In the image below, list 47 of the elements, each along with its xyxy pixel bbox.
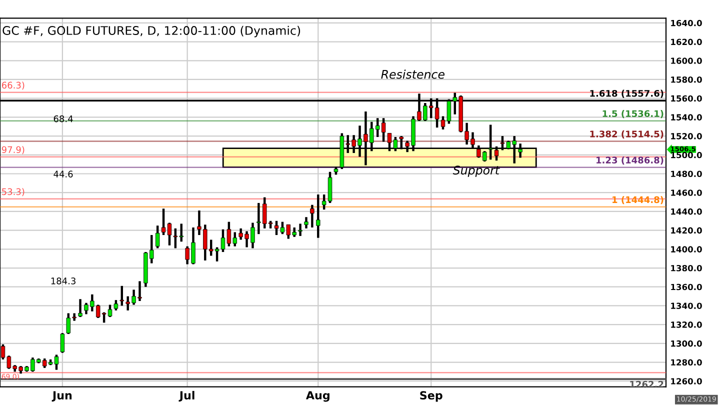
x-tick-label: Jun	[52, 391, 72, 402]
annotation: 97.9)	[2, 146, 24, 154]
ref-line-label: 1 (1444.8)	[612, 196, 664, 204]
y-tick-label: 1500.0	[671, 152, 702, 158]
y-tick-label: 1480.0	[671, 170, 702, 178]
y-tick-label: 1340.0	[671, 302, 702, 309]
ref-line-label: 1.5 (1536.1)	[602, 110, 664, 118]
y-tick-label: 1460.0	[671, 190, 702, 196]
x-tick-label: Sep	[420, 391, 442, 402]
candlestick	[304, 216, 308, 230]
y-tick-label: 1420.0	[671, 227, 702, 234]
y-tick-label: 1260.0	[671, 378, 702, 384]
y-tick-label: 1280.0	[671, 359, 702, 366]
y-tick-label: 1560.0	[671, 95, 702, 102]
y-tick-label: 1520.0	[671, 133, 702, 140]
candlestick	[114, 298, 118, 312]
annotation: 53.3)	[2, 188, 24, 196]
y-tick-label: 1300.0	[671, 340, 702, 347]
y-tick-label: 1360.0	[671, 284, 702, 290]
y-tick-label: 1380.0	[671, 264, 702, 272]
y-tick-label: 1540.0	[671, 114, 702, 120]
y-tick-label: 1640.0	[671, 20, 702, 26]
y-tick-label: 1580.0	[671, 76, 702, 83]
annotation: 184.3	[51, 278, 76, 284]
annotation: 66.3)	[2, 82, 24, 90]
y-tick-label: 1320.0	[671, 322, 702, 328]
annotation: Support	[452, 166, 500, 177]
candlestick	[316, 193, 320, 239]
x-tick-label: Aug	[306, 391, 330, 402]
candlestick	[298, 222, 302, 238]
candlestick	[78, 298, 82, 318]
annotation: 44.6	[54, 170, 73, 178]
ref-line-label: 1.618 (1557.6)	[590, 90, 664, 98]
annotation: 68.4	[54, 115, 73, 122]
x-tick-label: Jul	[178, 390, 194, 402]
y-tick-label: 1440.0	[671, 208, 702, 215]
y-tick-label: 1600.0	[671, 58, 702, 64]
candlestick	[60, 332, 65, 354]
text: GC #F, GOLD FUTURES, D, 12:00-11:00 (Dynamic)	[2, 26, 300, 38]
candlestick	[155, 224, 160, 250]
candlestick	[310, 204, 314, 229]
ref-line-label: 1.382 (1514.5)	[590, 130, 664, 138]
annotation: Resistence	[381, 70, 444, 79]
candlestick	[120, 284, 124, 307]
y-tick-label: 1620.0	[671, 38, 702, 46]
y-tick-label: 1400.0	[671, 246, 702, 252]
ref-line-label: 1.23 (1486.8)	[596, 156, 664, 165]
